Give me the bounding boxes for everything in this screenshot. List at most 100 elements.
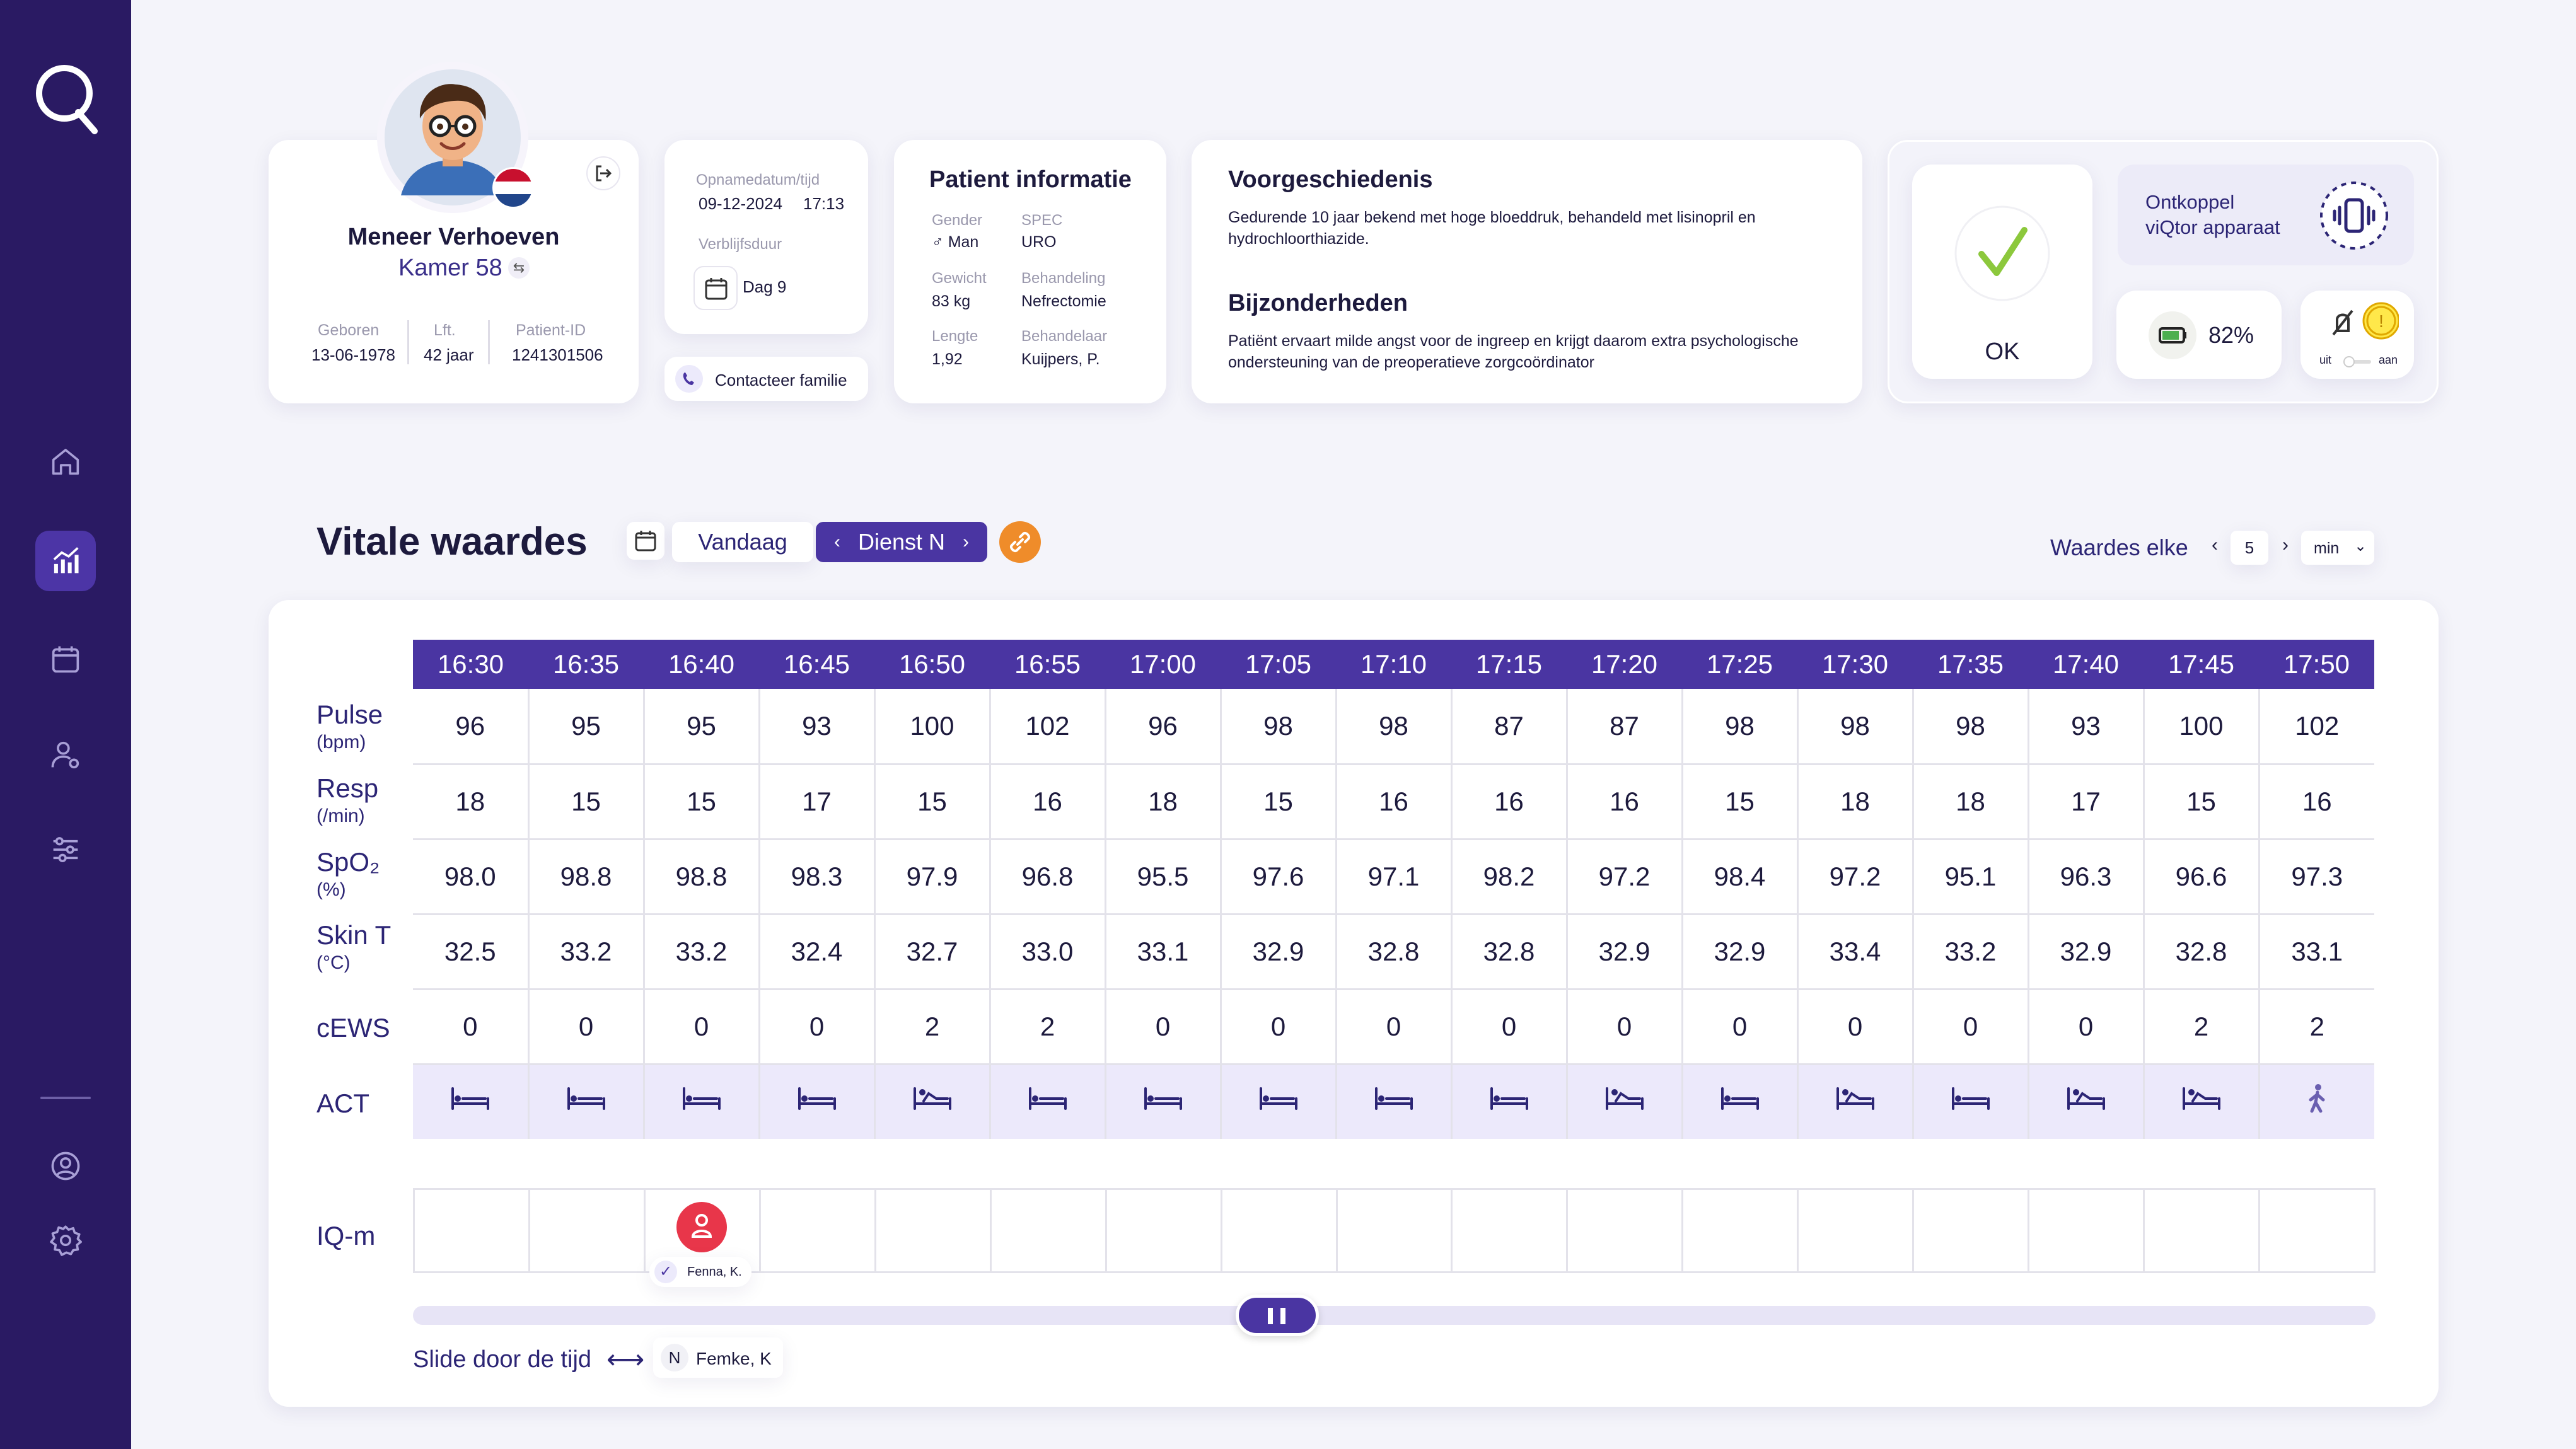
toggle-knob[interactable] — [2343, 356, 2355, 367]
vitals-calendar-button[interactable] — [627, 522, 664, 560]
shift-prev-icon[interactable]: ‹ — [833, 531, 840, 552]
logout-icon[interactable] — [586, 156, 620, 190]
weight-value: 83 kg — [932, 292, 971, 310]
contact-family-button[interactable]: Contacteer familie — [664, 357, 868, 401]
interval-prev-icon[interactable]: ‹ — [2212, 534, 2218, 555]
patient-card: Meneer Verhoeven Kamer 58 ⇆ Geboren 13-0… — [269, 62, 639, 403]
vital-row: 96 95 95 93 100 102 96 98 98 87 87 98 98 98 93 100 102 — [413, 689, 2374, 765]
vital-cell: 32.9 — [1682, 914, 1799, 990]
vital-cell: 33.0 — [990, 914, 1106, 990]
interval-unit-value: min — [2314, 540, 2340, 557]
patient-name: Meneer Verhoeven — [347, 224, 560, 250]
vital-cell: 17 — [759, 764, 876, 840]
spec-value: URO — [1021, 233, 1057, 251]
time-header: 17:25 — [1682, 640, 1797, 689]
bed-lying-icon — [680, 1087, 723, 1119]
bed-sitting-icon — [2180, 1087, 2223, 1119]
nav-profile[interactable] — [35, 1136, 96, 1196]
time-slider-handle[interactable] — [1236, 1295, 1319, 1336]
alarm-toggle-tile[interactable]: ! uit aan — [2300, 291, 2414, 379]
activity-cell — [2259, 1064, 2374, 1139]
weight-label: Gewicht — [932, 270, 987, 287]
interval-value[interactable]: 5 — [2231, 531, 2268, 565]
vital-cell: 96.6 — [2144, 839, 2260, 915]
vital-cell: 0 — [759, 989, 876, 1065]
doctor-value: Kuijpers, P. — [1021, 350, 1100, 368]
today-button[interactable]: Vandaag — [672, 522, 813, 562]
admission-date-value: 09-12-2024 — [699, 194, 782, 213]
vital-row-label: Skin T (°C) — [316, 922, 391, 973]
toggle-track[interactable] — [2346, 360, 2371, 364]
vital-cell: 2 — [2144, 989, 2260, 1065]
time-slider-track[interactable] — [413, 1306, 2376, 1325]
shift-selector[interactable]: ‹ Dienst N › — [816, 522, 987, 562]
vital-cell: 97.2 — [1567, 839, 1683, 915]
divider — [488, 320, 490, 364]
left-right-arrow-icon: ⟷ — [606, 1344, 645, 1374]
height-label: Lengte — [932, 328, 978, 345]
interval-unit-select[interactable]: min ⌄ — [2301, 531, 2374, 565]
shift-next-icon[interactable]: › — [963, 531, 970, 552]
vital-cell: 33.1 — [1105, 914, 1222, 990]
stay-value: Dag 9 — [743, 277, 787, 296]
vital-cell: 32.5 — [413, 914, 530, 990]
activity-cell — [1451, 1064, 1568, 1139]
disconnect-line1: Ontkoppel — [2145, 191, 2235, 213]
vital-cell: 98.4 — [1682, 839, 1799, 915]
treatment-label: Behandeling — [1021, 270, 1106, 287]
swap-room-icon[interactable]: ⇆ — [508, 257, 530, 279]
battery-tile: 82% — [2116, 291, 2282, 379]
chevron-down-icon: ⌄ — [2354, 538, 2367, 555]
activity-cell — [759, 1064, 876, 1139]
nav-calendar[interactable] — [35, 629, 96, 690]
alert-person-icon[interactable] — [676, 1201, 728, 1253]
time-header: 17:00 — [1105, 640, 1221, 689]
activity-cell — [413, 1064, 530, 1139]
gender-value: ♂ Man — [932, 233, 979, 251]
vital-cell: 98 — [1797, 689, 1914, 765]
nav-filters[interactable] — [35, 819, 96, 880]
chart-icon — [53, 547, 79, 574]
interval-next-icon[interactable]: › — [2282, 534, 2289, 555]
nav-home[interactable] — [35, 431, 96, 492]
activity-cell — [1336, 1064, 1453, 1139]
phone-icon — [675, 365, 703, 393]
link-icon[interactable] — [999, 521, 1041, 563]
vital-name: Resp — [316, 773, 379, 803]
vital-cell: 33.2 — [528, 914, 645, 990]
device-panel: OK Ontkoppel viQtor apparaat 82% ! uit — [1888, 140, 2439, 403]
nav-patients[interactable] — [35, 725, 96, 785]
vital-unit: (bpm) — [316, 732, 366, 753]
vital-cell: 15 — [644, 764, 760, 840]
bed-lying-icon — [1372, 1087, 1415, 1119]
bed-lying-icon — [796, 1087, 838, 1119]
patient-info-card: Patient informatie Gender ♂ Man SPEC URO… — [894, 140, 1166, 403]
activity-cell — [644, 1064, 760, 1139]
vital-unit: (°C) — [316, 952, 351, 973]
admission-card: Opnamedatum/tijd 09-12-2024 17:13 Verbli… — [664, 140, 868, 334]
vital-cell: 93 — [759, 689, 876, 765]
vital-cell: 95.5 — [1105, 839, 1222, 915]
vital-cell: 102 — [2259, 689, 2374, 765]
nurse-badge[interactable]: N Femke, K — [653, 1337, 783, 1378]
vital-cell: 98.2 — [1451, 839, 1568, 915]
check-icon: ✓ — [654, 1261, 677, 1283]
patient-id-label: Patient-ID — [516, 321, 586, 339]
muted-alarm-icon: ! — [2332, 302, 2399, 340]
nurse-name: Femke, K — [696, 1349, 772, 1368]
sidebar-divider — [40, 1097, 91, 1099]
born-value: 13-06-1978 — [311, 345, 395, 364]
disconnect-device-button[interactable]: Ontkoppel viQtor apparaat — [2118, 165, 2414, 265]
vital-cell: 98 — [1913, 689, 2029, 765]
nav-vitals[interactable] — [35, 531, 96, 591]
time-header: 17:50 — [2259, 640, 2374, 689]
vital-cell: 96 — [413, 689, 530, 765]
vital-row-label: cEWS — [316, 1015, 390, 1041]
vital-cell: 97.2 — [1797, 839, 1914, 915]
nav-settings[interactable] — [35, 1210, 96, 1271]
vital-cell: 98.3 — [759, 839, 876, 915]
activity-label: ACT — [316, 1088, 369, 1118]
svg-text:!: ! — [2379, 311, 2384, 331]
admission-date-label: Opnamedatum/tijd — [696, 171, 820, 188]
